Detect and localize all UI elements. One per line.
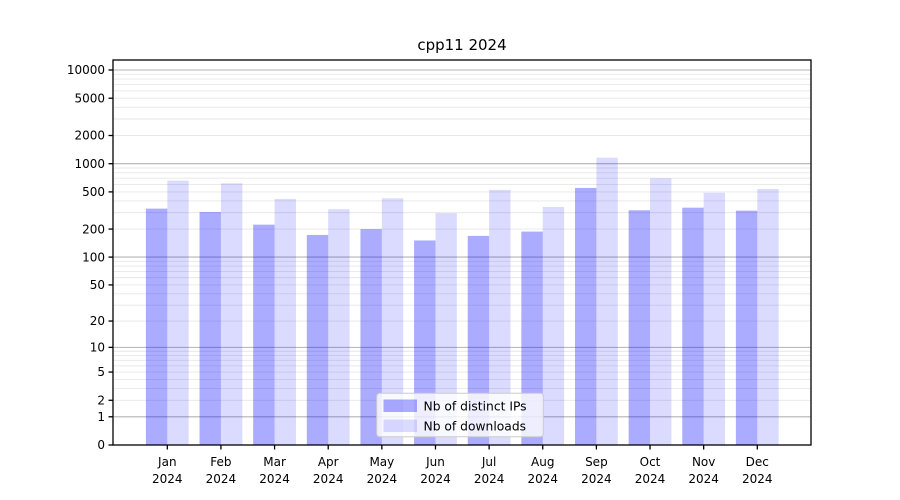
plot-border (112, 59, 812, 446)
chart-title: cpp11 2024 (417, 36, 506, 54)
bar (253, 224, 275, 445)
bar (167, 180, 189, 445)
x-tick-label-year: 2024 (259, 472, 290, 486)
y-tick-label: 1 (97, 410, 105, 424)
x-tick-label-year: 2024 (581, 472, 612, 486)
bar (467, 235, 490, 445)
x-tick-label-year: 2024 (474, 472, 505, 486)
bar (328, 209, 350, 445)
legend-label-downloads: Nb of downloads (424, 420, 527, 434)
x-tick-label-year: 2024 (420, 472, 451, 486)
x-tick-label-year: 2024 (742, 472, 773, 486)
y-tick-label: 1000 (74, 157, 105, 171)
x-tick-label-month: Apr (318, 455, 339, 469)
y-tick-label: 2 (97, 393, 105, 407)
y-tick-label: 20 (90, 314, 105, 328)
y-tick-label: 10000 (67, 63, 105, 77)
bar (574, 187, 597, 445)
legend: Nb of distinct IPs Nb of downloads (376, 392, 544, 438)
x-tick-label-month: Jan (157, 455, 177, 469)
y-tick-label: 0 (97, 438, 105, 452)
x-tick-label-month: Jul (481, 455, 496, 469)
bar (199, 211, 221, 445)
bar (360, 229, 382, 445)
bar (274, 198, 296, 445)
bar (521, 231, 543, 445)
y-tick-label: 500 (82, 185, 105, 199)
x-tick-label-month: Dec (746, 455, 769, 469)
x-tick-label-month: Feb (210, 455, 231, 469)
legend-swatch-downloads (383, 419, 417, 432)
x-tick-label-year: 2024 (206, 472, 237, 486)
x-tick-label-year: 2024 (152, 472, 183, 486)
y-tick-label: 50 (90, 278, 105, 292)
legend-label-distinct-ips: Nb of distinct IPs (424, 400, 527, 414)
legend-box (376, 392, 544, 438)
bar-series-downloads (167, 157, 779, 446)
x-tick-label-month: Nov (692, 455, 715, 469)
bar (381, 198, 404, 445)
y-tick-label: 200 (82, 222, 105, 236)
bar (703, 192, 726, 445)
y-tick-label: 10 (90, 341, 105, 355)
x-tick-label-month: May (369, 455, 394, 469)
x-tick-label-month: Mar (263, 455, 286, 469)
x-tick-label-year: 2024 (688, 472, 719, 486)
y-tick-label: 100 (82, 250, 105, 264)
x-tick-label-month: Oct (640, 455, 661, 469)
x-tick-label-month: Sep (585, 455, 608, 469)
bar (596, 157, 618, 445)
bar (542, 206, 565, 445)
axes-layer: 0 1 2 5 10 20 50 100 200 500 1000 2000 5000 10000 Jan 2… (67, 63, 773, 486)
x-tick-label-year: 2024 (635, 472, 666, 486)
x-tick-label-year: 2024 (313, 472, 344, 486)
x-tick-label-month: Aug (531, 455, 554, 469)
bar (306, 234, 329, 445)
bar (628, 210, 651, 445)
bar (145, 208, 168, 445)
x-tick-label-month: Jun (425, 455, 445, 469)
bar (435, 213, 457, 445)
y-tick-label: 5000 (74, 91, 105, 105)
bar (757, 188, 779, 445)
bar (735, 210, 758, 445)
x-tick-label-year: 2024 (527, 472, 558, 486)
bar (682, 207, 704, 445)
x-tick-label-year: 2024 (367, 472, 398, 486)
y-tick-label: 5 (97, 365, 105, 379)
y-tick-label: 2000 (74, 129, 105, 143)
bar (489, 189, 511, 445)
bar (650, 178, 672, 445)
grid-minor-lines (113, 73, 811, 401)
bar (220, 183, 243, 446)
legend-swatch-distinct-ips (383, 399, 417, 412)
